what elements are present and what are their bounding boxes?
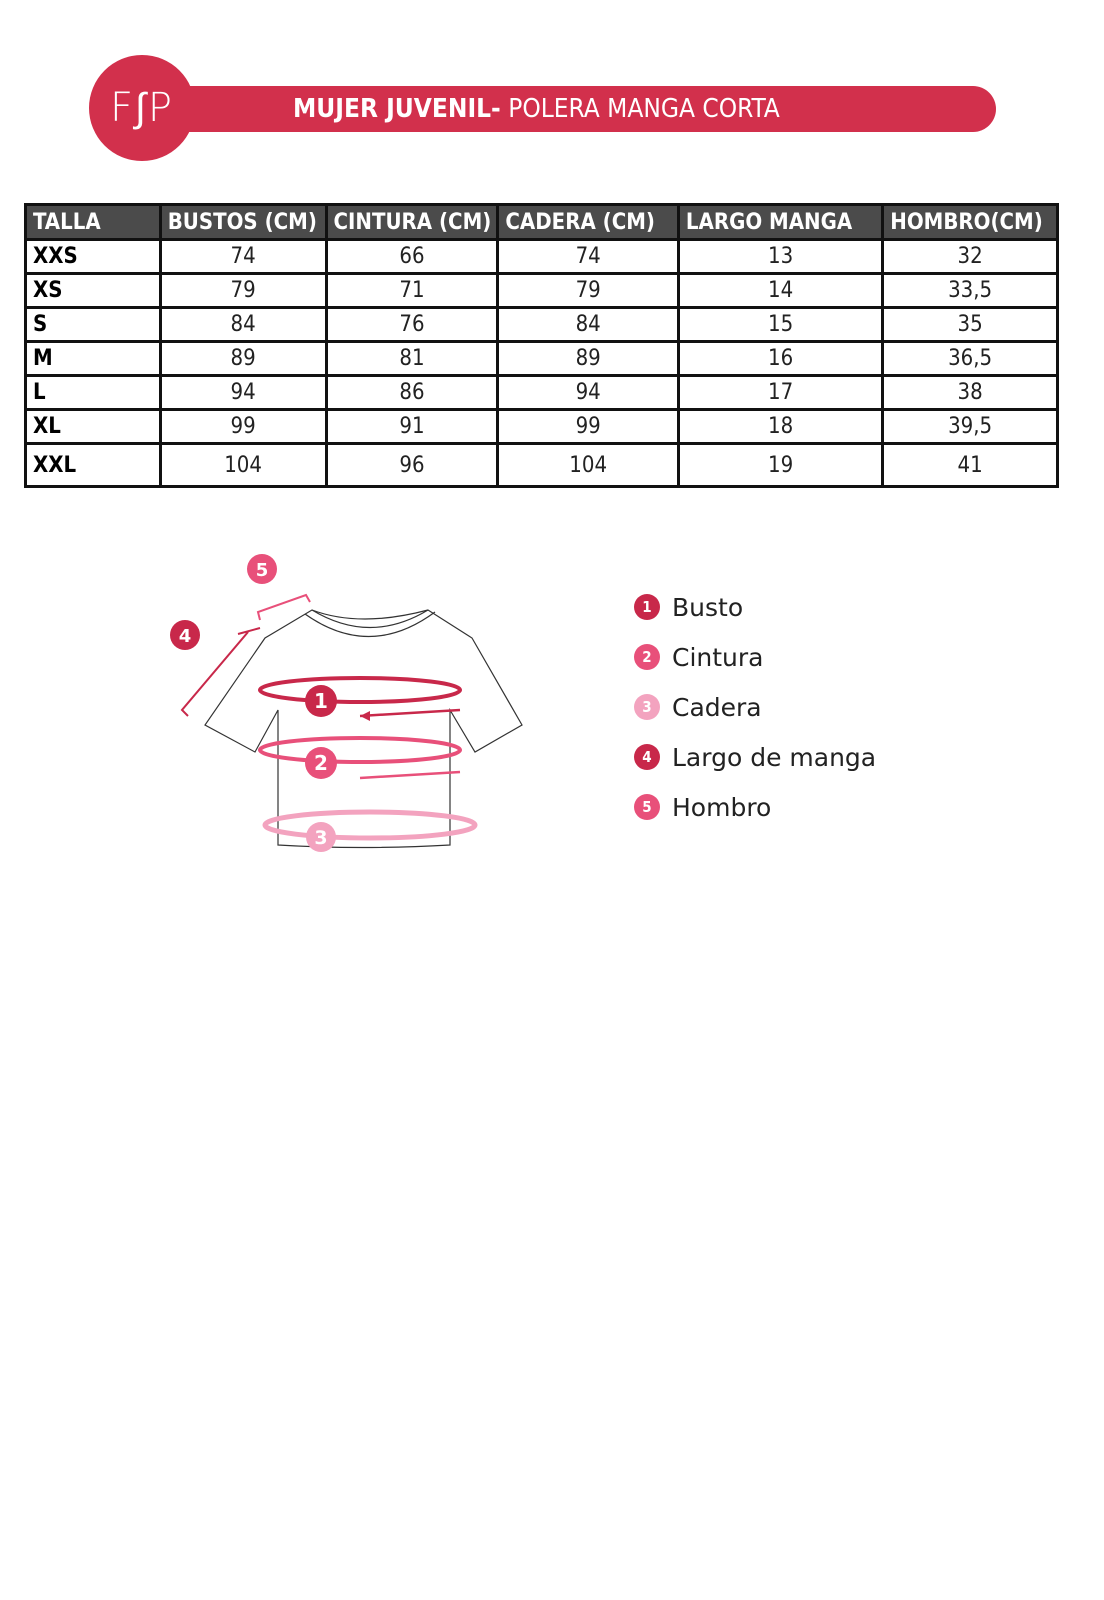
value-cell: 84 (496, 306, 680, 343)
value-cell: 89 (496, 340, 680, 377)
value-cell: 99 (158, 408, 328, 445)
size-cell: XXS (24, 238, 162, 275)
value-cell: 104 (496, 442, 680, 488)
value-cell: 33,5 (881, 272, 1059, 309)
value-cell: 86 (324, 374, 500, 411)
measurement-legend: 1 Busto 2 Cintura 3 Cadera 4 Largo de manga 5 Hom… (634, 582, 876, 832)
marker-1 (305, 685, 337, 717)
value-cell: 79 (158, 272, 328, 309)
brand-logo: F∫P (89, 55, 195, 161)
column-header: BUSTOS (CM) (158, 203, 328, 241)
table-row: M 89 81 89 16 36,5 (24, 340, 1059, 377)
table-row: XS 79 71 79 14 33,5 (24, 272, 1059, 309)
marker-5-label: 5 (256, 560, 269, 581)
value-cell: 99 (496, 408, 680, 445)
marker-3 (306, 822, 336, 852)
legend-number-badge: 3 (634, 694, 660, 720)
table-row: S 84 76 84 15 35 (24, 306, 1059, 343)
marker-5 (247, 554, 277, 584)
value-cell: 16 (676, 340, 885, 377)
waist-loop (258, 736, 462, 764)
marker-2-label: 2 (314, 751, 328, 775)
value-cell: 84 (158, 306, 328, 343)
legend-item: 1 Busto (634, 582, 876, 632)
shoulder-bracket (256, 593, 311, 621)
legend-item: 4 Largo de manga (634, 732, 876, 782)
value-cell: 104 (158, 442, 328, 488)
tshirt-diagram: 1 2 3 4 5 (170, 554, 523, 852)
value-cell: 17 (676, 374, 885, 411)
value-cell: 32 (881, 238, 1059, 275)
value-cell: 74 (158, 238, 328, 275)
value-cell: 39,5 (881, 408, 1059, 445)
legend-label: Largo de manga (672, 742, 877, 772)
title-bold: MUJER JUVENIL- (293, 94, 501, 124)
marker-4 (170, 620, 200, 650)
column-header: CINTURA (CM) (324, 203, 500, 241)
legend-number-badge: 4 (634, 744, 660, 770)
title-regular: POLERA MANGA CORTA (500, 94, 780, 124)
column-header: TALLA (24, 203, 162, 241)
value-cell: 76 (324, 306, 500, 343)
legend-label: Cintura (672, 642, 764, 672)
legend-label: Hombro (672, 792, 772, 822)
bust-arrowhead (360, 711, 370, 721)
marker-4-label: 4 (179, 626, 192, 647)
value-cell: 36,5 (881, 340, 1059, 377)
size-cell: M (24, 340, 162, 377)
legend-item: 2 Cintura (634, 632, 876, 682)
size-cell: XXL (24, 442, 162, 488)
value-cell: 96 (324, 442, 500, 488)
table-row: XXS 74 66 74 13 32 (24, 238, 1059, 275)
value-cell: 15 (676, 306, 885, 343)
value-cell: 81 (324, 340, 500, 377)
table-row: XL 99 91 99 18 39,5 (24, 408, 1059, 445)
value-cell: 19 (676, 442, 885, 488)
value-cell: 91 (324, 408, 500, 445)
value-cell: 14 (676, 272, 885, 309)
value-cell: 38 (881, 374, 1059, 411)
column-header: HOMBRO(CM) (881, 203, 1059, 241)
value-cell: 35 (881, 306, 1059, 343)
table-row: XXL 104 96 104 19 41 (24, 442, 1059, 488)
value-cell: 94 (158, 374, 328, 411)
page-title: MUJER JUVENIL- POLERA MANGA CORTA (293, 93, 780, 125)
value-cell: 66 (324, 238, 500, 275)
size-cell: XL (24, 408, 162, 445)
logo-text: F∫P (109, 85, 175, 131)
value-cell: 89 (158, 340, 328, 377)
marker-3-label: 3 (314, 827, 327, 849)
marker-2 (305, 747, 337, 779)
bust-loop (258, 676, 462, 704)
value-cell: 41 (881, 442, 1059, 488)
sleeve-length-bracket (180, 627, 261, 717)
table-row: L 94 86 94 17 38 (24, 374, 1059, 411)
column-header: LARGO MANGA (676, 203, 885, 241)
marker-1-label: 1 (314, 689, 328, 713)
legend-number-badge: 5 (634, 794, 660, 820)
size-cell: S (24, 306, 162, 343)
size-cell: L (24, 374, 162, 411)
legend-item: 5 Hombro (634, 782, 876, 832)
value-cell: 74 (496, 238, 680, 275)
value-cell: 71 (324, 272, 500, 309)
bust-arrow (359, 708, 461, 718)
hip-loop (262, 809, 478, 841)
size-table: TALLA BUSTOS (CM) CINTURA (CM) CADERA (CM) L… (24, 203, 1059, 488)
tshirt-outline (204, 609, 523, 849)
column-header: CADERA (CM) (496, 203, 680, 241)
legend-label: Cadera (672, 692, 762, 722)
legend-item: 3 Cadera (634, 682, 876, 732)
value-cell: 18 (676, 408, 885, 445)
waist-arrow (359, 770, 461, 780)
legend-label: Busto (672, 592, 744, 622)
title-banner (150, 86, 996, 132)
value-cell: 79 (496, 272, 680, 309)
value-cell: 94 (496, 374, 680, 411)
legend-number-badge: 1 (634, 594, 660, 620)
value-cell: 13 (676, 238, 885, 275)
size-cell: XS (24, 272, 162, 309)
table-header-row: TALLA BUSTOS (CM) CINTURA (CM) CADERA (CM) L… (24, 203, 1059, 241)
legend-number-badge: 2 (634, 644, 660, 670)
